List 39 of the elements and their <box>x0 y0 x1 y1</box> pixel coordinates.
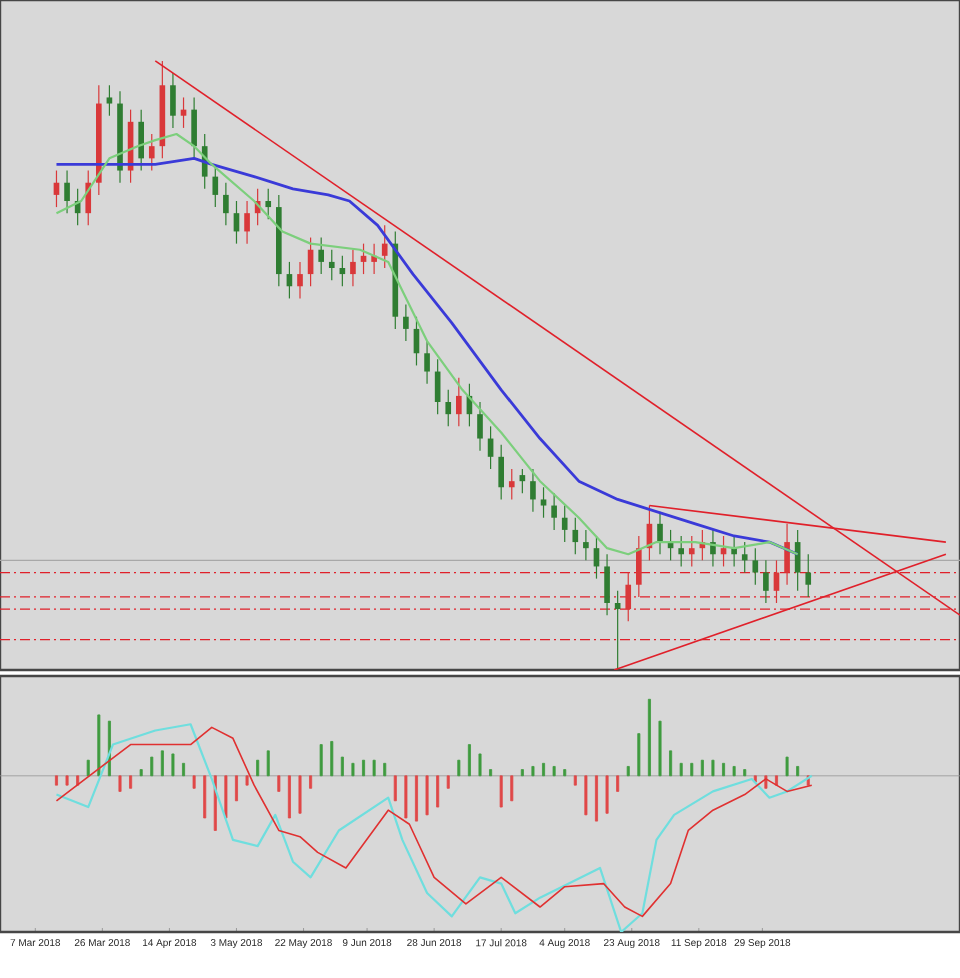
candlestick <box>456 377 462 427</box>
candlestick <box>561 504 568 543</box>
candlestick <box>784 523 790 586</box>
candlestick <box>498 444 505 501</box>
candlestick <box>604 553 610 616</box>
candlestick <box>265 188 272 220</box>
candlestick <box>477 401 483 452</box>
candlestick <box>403 303 409 342</box>
candlestick <box>328 249 335 281</box>
candlestick <box>572 517 579 555</box>
candlestick <box>583 529 589 561</box>
candlestick <box>741 541 748 574</box>
candlestick <box>424 340 430 385</box>
candlestick <box>805 553 812 598</box>
candlestick <box>508 468 515 501</box>
candlestick <box>191 96 197 159</box>
candlestick <box>223 182 229 226</box>
candlestick <box>625 571 632 622</box>
candlestick <box>763 559 769 604</box>
candlestick <box>106 84 113 117</box>
candlestick <box>551 492 557 531</box>
candlestick <box>445 389 452 427</box>
candlestick <box>688 535 695 568</box>
candlestick <box>657 511 663 555</box>
candlestick <box>244 200 250 245</box>
candlestick <box>170 72 176 129</box>
candlestick <box>530 468 536 513</box>
candlestick <box>350 249 356 287</box>
candlestick <box>138 109 144 172</box>
candlestick <box>297 261 303 300</box>
candlestick <box>752 547 759 586</box>
candlestick <box>540 486 547 519</box>
candlestick <box>148 133 155 172</box>
candlestick <box>318 236 324 275</box>
candlestick <box>636 535 642 598</box>
candlestick <box>381 224 388 269</box>
candlestick <box>64 169 70 214</box>
candlestick <box>678 535 685 568</box>
candlestick <box>212 163 219 208</box>
